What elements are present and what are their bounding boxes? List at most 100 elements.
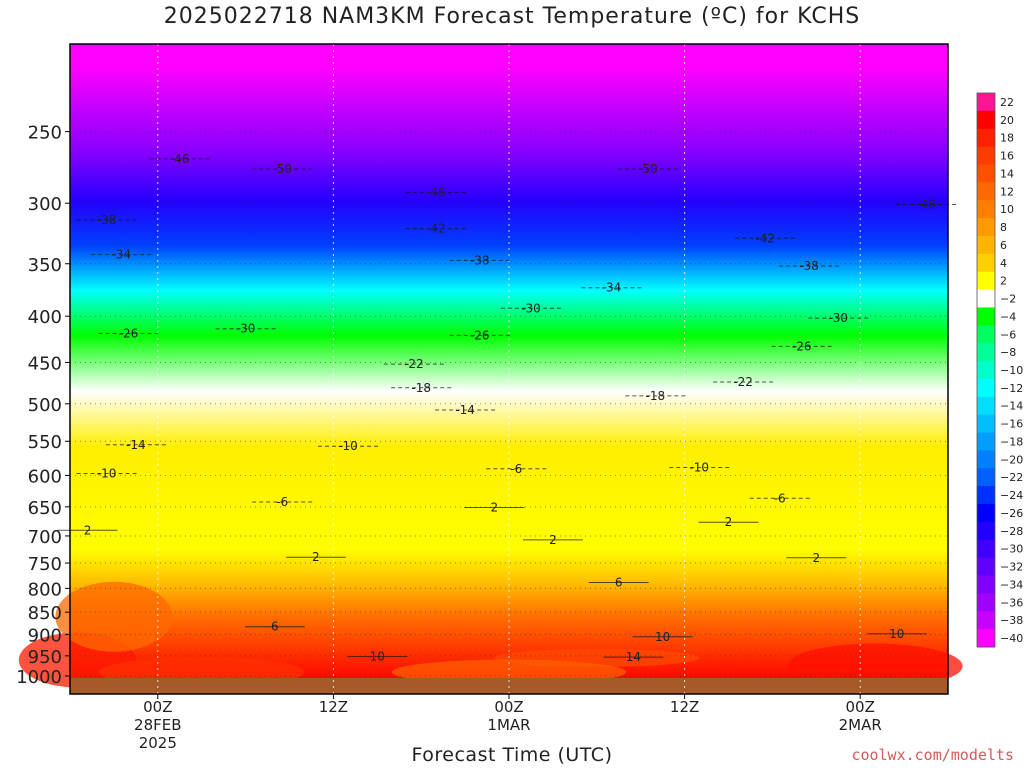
- contour-label: 2: [549, 533, 557, 547]
- colorbar-label: −16: [1000, 418, 1023, 431]
- y-tick-label: 550: [28, 432, 62, 453]
- colorbar-swatch: [977, 325, 995, 344]
- colorbar-swatch: [977, 450, 995, 469]
- y-tick-label: 450: [28, 353, 62, 374]
- colorbar-label: −8: [1000, 346, 1016, 359]
- colorbar-swatch: [977, 271, 995, 291]
- colorbar-swatch: [977, 93, 995, 112]
- colorbar-label: 4: [1000, 257, 1007, 270]
- colorbar-swatch: [977, 486, 995, 505]
- contour-label: 6: [271, 620, 279, 634]
- contour-label: -46: [170, 152, 190, 166]
- warm-core-5: [55, 581, 173, 652]
- x-tick-label: 2025: [139, 734, 177, 752]
- colorbar-label: −4: [1000, 310, 1016, 323]
- y-tick-label: 800: [28, 579, 62, 600]
- colorbar-label: −30: [1000, 543, 1023, 556]
- contour-label: -18: [411, 381, 431, 395]
- x-axis-label: Forecast Time (UTC): [411, 744, 613, 766]
- colorbar-label: 16: [1000, 150, 1014, 163]
- colorbar-swatch: [977, 539, 995, 559]
- colorbar-swatch: [977, 218, 995, 237]
- y-tick-label: 900: [28, 626, 62, 647]
- colorbar-swatch: [977, 182, 995, 201]
- colorbar-swatch: [977, 110, 995, 130]
- colorbar-label: −22: [1000, 471, 1023, 484]
- colorbar-label: 6: [1000, 239, 1007, 252]
- colorbar-label: 22: [1000, 96, 1014, 109]
- colorbar-label: −12: [1000, 382, 1023, 395]
- colorbar-frame: [976, 92, 996, 648]
- colorbar-swatch: [977, 414, 995, 434]
- contour-label: -26: [119, 326, 139, 340]
- colorbar-swatch: [977, 164, 995, 183]
- colorbar-swatch: [977, 557, 995, 577]
- colorbar-label: −6: [1000, 328, 1016, 341]
- colorbar-label: −36: [1000, 596, 1023, 609]
- colorbar-label: −40: [1000, 632, 1023, 645]
- contour-label: 6: [615, 575, 623, 589]
- colorbar-label: 2: [1000, 275, 1007, 288]
- colorbar-label: 8: [1000, 221, 1007, 234]
- y-tick-label: 850: [28, 603, 62, 624]
- colorbar-swatch: [977, 468, 995, 487]
- colorbar-swatch: [977, 432, 995, 451]
- colorbar-swatch: [977, 575, 995, 594]
- colorbar-label: 14: [1000, 167, 1014, 180]
- contour-label: -38: [470, 253, 490, 267]
- y-tick-label: 600: [28, 466, 62, 487]
- colorbar-label: −38: [1000, 614, 1023, 627]
- contour-label: 14: [626, 650, 641, 664]
- colorbar-label: −34: [1000, 578, 1023, 591]
- x-tick-label: 00Z: [494, 698, 523, 716]
- y-tick-label: 1000: [16, 667, 62, 688]
- colorbar-label: −2: [1000, 293, 1016, 306]
- contour-label: -22: [404, 357, 424, 371]
- colorbar-label: −26: [1000, 507, 1023, 520]
- x-tick-label: 1MAR: [487, 716, 530, 734]
- warm-core-3: [787, 643, 963, 689]
- colorbar-label: −32: [1000, 561, 1023, 574]
- contour-label: -10: [338, 439, 358, 453]
- contour-label: 10: [655, 630, 670, 644]
- contour-label: 2: [312, 550, 320, 564]
- colorbar-swatch: [977, 378, 995, 398]
- contour-label: 10: [370, 650, 385, 664]
- contour-label: 10: [889, 627, 904, 641]
- colorbar-label: −28: [1000, 525, 1023, 538]
- y-tick-label: 750: [28, 554, 62, 575]
- contour-label: 2: [491, 500, 499, 514]
- y-tick-label: 300: [28, 194, 62, 215]
- colorbar-label: −20: [1000, 453, 1023, 466]
- contour-label: -30: [828, 311, 848, 325]
- contour-label: -14: [126, 438, 146, 452]
- contour-label: -10: [689, 460, 709, 474]
- colorbar-swatch: [977, 253, 995, 273]
- colorbar-label: 12: [1000, 185, 1014, 198]
- y-tick-label: 500: [28, 395, 62, 416]
- colorbar-swatch: [977, 361, 995, 380]
- y-tick-label: 700: [28, 527, 62, 548]
- contour-label: -6: [276, 495, 288, 509]
- colorbar-swatch: [977, 235, 995, 255]
- colorbar-swatch: [977, 128, 995, 148]
- contour-label: -6: [510, 462, 522, 476]
- y-tick-label: 400: [28, 307, 62, 328]
- colorbar-label: −14: [1000, 400, 1023, 413]
- contour-label: -10: [97, 466, 117, 480]
- colorbar-swatch: [977, 200, 995, 219]
- colorbar-label: −10: [1000, 364, 1023, 377]
- contour-label: -38: [97, 213, 117, 227]
- colorbar-label: 20: [1000, 114, 1014, 127]
- colorbar-swatch: [977, 289, 995, 308]
- colorbar-swatch: [977, 396, 995, 416]
- contour-label: -34: [111, 248, 131, 262]
- x-tick-label: 12Z: [319, 698, 348, 716]
- colorbar-swatch: [977, 593, 995, 612]
- colorbar-swatch: [977, 146, 995, 165]
- source-credit[interactable]: coolwx.com/modelts: [851, 746, 1014, 764]
- colorbar-label: −18: [1000, 435, 1023, 448]
- contour-label: -42: [755, 231, 775, 245]
- colorbar-swatch: [977, 629, 995, 648]
